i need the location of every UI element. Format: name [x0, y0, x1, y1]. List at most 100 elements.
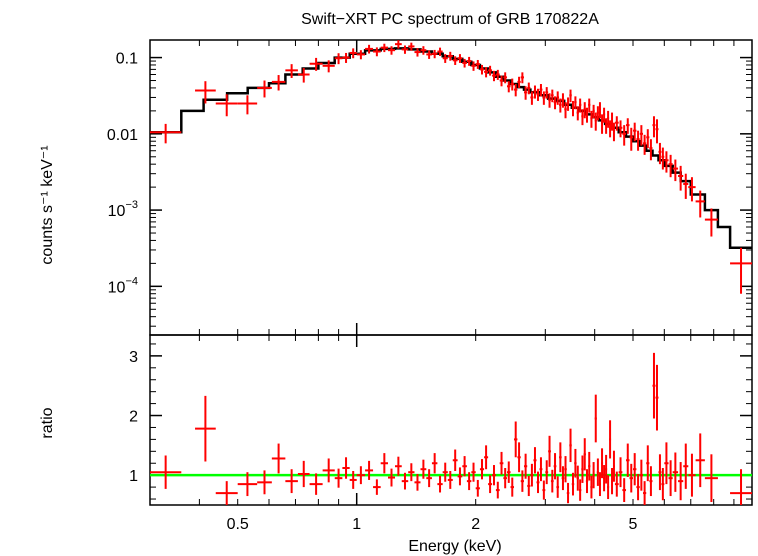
- ratio-data-point: [520, 470, 525, 492]
- ratio-data-point: [649, 466, 653, 497]
- spectrum-data-point: [495, 69, 500, 80]
- spectrum-data-point: [588, 98, 591, 113]
- spectrum-data-point: [571, 100, 575, 117]
- ratio-data-point: [297, 460, 310, 488]
- ratio-data-point: [661, 468, 665, 501]
- ratio-data-point: [437, 475, 443, 493]
- bottom-panel-ylabel: ratio: [39, 407, 56, 438]
- y-tick-label: 3: [129, 349, 138, 366]
- spectrum-data-point: [401, 45, 409, 54]
- ratio-data-point: [471, 462, 476, 482]
- ratio-data-point: [536, 471, 540, 494]
- ratio-data-point: [334, 468, 343, 488]
- ratio-data-point: [668, 460, 673, 497]
- spectrum-data-point: [536, 88, 540, 101]
- spectrum-data-point: [517, 76, 521, 88]
- ratio-data-point: [484, 445, 489, 470]
- ratio-data-point: [401, 472, 409, 490]
- ratio-data-point: [506, 461, 511, 483]
- ratio-data-point: [542, 480, 546, 500]
- spectrum-data-point: [569, 89, 572, 103]
- spectrum-data-point: [484, 67, 489, 78]
- ratio-data-point: [566, 482, 570, 504]
- spectrum-data-point: [678, 165, 684, 191]
- ratio-data-point: [452, 449, 458, 471]
- ratio-data-point: [414, 473, 421, 491]
- top-y-axis-label: counts s⁻¹ keV⁻¹: [39, 145, 56, 264]
- spectrum-data-point: [559, 98, 562, 113]
- ratio-data-point: [514, 421, 518, 458]
- ratio-data-point: [594, 394, 597, 443]
- ratio-data-point: [420, 459, 427, 479]
- spectrum-data-point: [457, 54, 463, 63]
- spectrum-data-point: [625, 118, 630, 134]
- ratio-data-point: [550, 469, 554, 493]
- x-tick-label: 0.5: [227, 516, 249, 533]
- ratio-data-point: [636, 473, 640, 501]
- spectrum-data-point: [576, 106, 579, 121]
- ratio-data-point: [431, 453, 438, 474]
- spectrum-data-point: [442, 54, 448, 63]
- spectrum-data-point: [633, 122, 637, 142]
- spectrum-data-point: [334, 53, 343, 65]
- spectrum-data-point: [479, 64, 485, 75]
- ratio-data-point: [322, 458, 335, 483]
- spectrum-data-point: [420, 46, 427, 55]
- spectrum-data-point: [503, 72, 507, 84]
- spectrum-data-point: [643, 134, 647, 155]
- spectrum-data-point: [574, 96, 577, 110]
- spectrum-data-point: [730, 247, 752, 294]
- spectrum-data-point: [506, 81, 511, 93]
- x-tick-label: 1: [352, 516, 361, 533]
- ratio-data-point: [408, 463, 415, 482]
- spectrum-data-point: [649, 139, 653, 161]
- spectrum-data-point: [658, 142, 662, 165]
- spectrum-data-point: [601, 114, 604, 134]
- spectrum-data-point: [524, 86, 528, 100]
- spectrum-data-point: [548, 93, 551, 108]
- ratio-data-point: [578, 479, 582, 501]
- ratio-data-point: [462, 456, 467, 477]
- ratio-data-point: [257, 470, 272, 495]
- ratio-data-point: [588, 451, 591, 481]
- ratio-data-point: [524, 453, 528, 479]
- ratio-data-point: [625, 443, 630, 477]
- ratio-data-point: [596, 458, 599, 486]
- spectrum-data-point: [590, 110, 593, 128]
- ratio-data-point: [574, 448, 577, 478]
- spectrum-data-point: [452, 56, 458, 65]
- ratio-data-point: [655, 364, 659, 431]
- spectrum-data-point: [414, 48, 421, 57]
- y-tick-label: 10−3: [108, 199, 138, 220]
- spectrum-data-point: [387, 46, 396, 55]
- spectrum-data-point: [585, 107, 589, 123]
- ratio-data-point: [447, 471, 453, 489]
- ratio-data-point: [592, 462, 595, 489]
- ratio-data-point: [583, 438, 586, 471]
- spectrum-data-point: [488, 65, 493, 76]
- spectrum-data-point: [592, 104, 595, 119]
- spectrum-data-point: [583, 102, 586, 119]
- spectrum-data-point: [530, 91, 534, 105]
- spectrum-data-point: [237, 95, 258, 115]
- spectrum-data-point: [553, 96, 557, 110]
- spectrum-data-point: [297, 67, 310, 83]
- x-tick-label: 5: [629, 516, 638, 533]
- ratio-data-point: [527, 475, 531, 497]
- y-tick-label: 0.1: [116, 51, 138, 68]
- ratio-data-point: [488, 475, 493, 494]
- spectrum-data-point: [195, 81, 216, 104]
- ratio-data-point: [215, 481, 238, 505]
- y-tick-label: 2: [129, 409, 138, 426]
- spectrum-data-point: [356, 50, 366, 60]
- ratio-data-point: [517, 442, 521, 473]
- ratio-data-point: [150, 455, 182, 489]
- spectrum-data-point: [581, 109, 584, 126]
- spectrum-data-point: [607, 110, 610, 128]
- ratio-data-point: [633, 453, 637, 486]
- spectrum-data-point: [598, 102, 602, 119]
- ratio-data-point: [349, 471, 357, 489]
- ratio-data-point: [356, 466, 366, 485]
- spectrum-data-point: [652, 116, 656, 138]
